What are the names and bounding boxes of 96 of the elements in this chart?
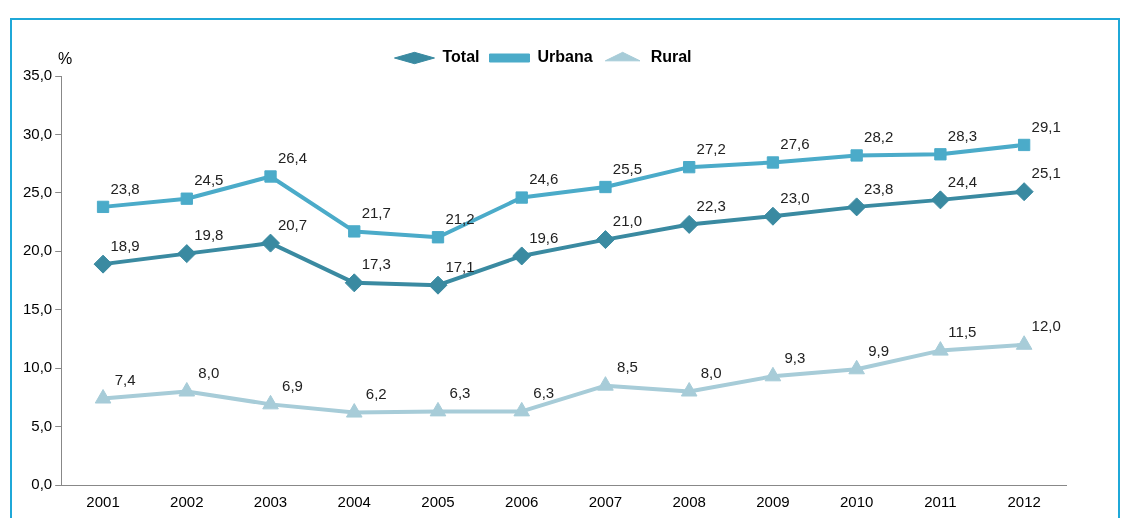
point xyxy=(932,341,949,356)
data-label: 8,5 xyxy=(617,358,638,376)
point xyxy=(96,200,110,214)
data-label: 9,9 xyxy=(868,341,890,359)
point xyxy=(264,170,277,183)
point xyxy=(513,401,531,417)
point xyxy=(1015,335,1033,350)
data-label: 23,0 xyxy=(780,188,810,206)
point xyxy=(680,382,698,397)
point xyxy=(345,403,363,418)
x-tick-label: 2003 xyxy=(253,493,288,511)
data-label: 28,2 xyxy=(864,128,894,146)
x-tick-label: 2001 xyxy=(86,493,120,511)
point xyxy=(930,190,950,210)
data-label: 8,0 xyxy=(198,364,220,382)
data-label: 17,3 xyxy=(361,255,391,273)
data-label: 21,7 xyxy=(361,204,391,222)
point xyxy=(180,192,193,205)
data-label: 6,2 xyxy=(365,385,387,403)
point xyxy=(93,254,113,274)
point xyxy=(850,149,863,162)
y-tick-label: 30,0 xyxy=(22,124,53,142)
x-tick-label: 2008 xyxy=(672,493,706,511)
x-tick-label: 2011 xyxy=(924,493,957,511)
x-tick-label: 2010 xyxy=(839,493,874,511)
point xyxy=(595,230,615,250)
data-label: 7,4 xyxy=(114,371,136,389)
data-label: 23,8 xyxy=(110,179,140,197)
point xyxy=(597,376,614,391)
point xyxy=(429,401,447,417)
point xyxy=(431,231,445,244)
y-axis-title: % xyxy=(58,50,73,68)
data-label: 19,6 xyxy=(529,228,559,246)
data-label: 23,8 xyxy=(864,179,894,197)
point xyxy=(934,148,947,161)
data-label: 17,1 xyxy=(445,257,475,275)
y-tick-label: 35,0 xyxy=(22,66,53,84)
point xyxy=(177,244,197,264)
point xyxy=(344,273,364,293)
data-label: 12,0 xyxy=(1031,317,1061,335)
y-tick-label: 20,0 xyxy=(22,241,53,259)
data-label: 25,5 xyxy=(612,159,643,177)
data-label: 25,1 xyxy=(1031,164,1061,182)
data-label: 24,5 xyxy=(194,171,224,189)
point xyxy=(515,191,528,204)
point xyxy=(599,180,612,194)
data-label: 27,6 xyxy=(780,135,810,153)
data-label: 24,4 xyxy=(947,172,977,190)
x-tick-label: 2005 xyxy=(421,493,455,511)
data-label: 28,3 xyxy=(947,126,977,144)
data-label: 18,9 xyxy=(110,236,140,254)
data-label: 9,3 xyxy=(784,348,806,366)
x-tick-label: 2009 xyxy=(756,493,790,511)
data-label: 21,2 xyxy=(445,209,475,227)
legend-label: Total xyxy=(442,48,480,66)
data-label: 24,6 xyxy=(529,170,559,188)
point xyxy=(847,197,867,217)
point xyxy=(428,275,448,295)
point xyxy=(763,206,783,226)
point xyxy=(683,160,696,174)
data-label: 27,2 xyxy=(696,139,726,157)
point xyxy=(348,225,361,238)
point xyxy=(512,246,532,266)
data-label: 21,0 xyxy=(612,212,643,230)
data-label: 6,3 xyxy=(449,384,471,402)
data-label: 22,3 xyxy=(696,197,726,215)
data-label: 6,3 xyxy=(533,384,555,402)
x-tick-label: 2004 xyxy=(337,493,371,511)
y-tick-label: 10,0 xyxy=(22,358,53,376)
x-tick-label: 2007 xyxy=(588,493,623,511)
x-tick-label: 2012 xyxy=(1007,493,1041,511)
data-label: 19,8 xyxy=(194,226,224,244)
data-label: 6,9 xyxy=(282,377,303,395)
point xyxy=(262,394,279,410)
y-tick-label: 25,0 xyxy=(22,183,53,200)
y-tick-label: 15,0 xyxy=(22,299,53,317)
point xyxy=(848,359,865,375)
point xyxy=(766,156,780,169)
data-label: 8,0 xyxy=(700,364,722,382)
point xyxy=(1014,182,1034,202)
legend-label: Rural xyxy=(650,48,692,66)
x-tick-label: 2006 xyxy=(505,493,539,511)
data-label: 20,7 xyxy=(277,215,308,233)
y-tick-label: 5,0 xyxy=(31,416,53,434)
point xyxy=(1017,138,1031,152)
data-label: 26,4 xyxy=(277,149,308,167)
y-tick-label: 0,0 xyxy=(31,475,53,493)
point xyxy=(764,366,782,382)
point xyxy=(178,382,196,397)
point xyxy=(94,389,112,404)
data-label: 11,5 xyxy=(948,323,977,341)
legend-label: Urbana xyxy=(537,48,593,66)
data-label: 29,1 xyxy=(1031,117,1061,135)
x-tick-label: 2002 xyxy=(170,493,204,511)
point xyxy=(679,214,699,234)
point xyxy=(261,233,281,253)
